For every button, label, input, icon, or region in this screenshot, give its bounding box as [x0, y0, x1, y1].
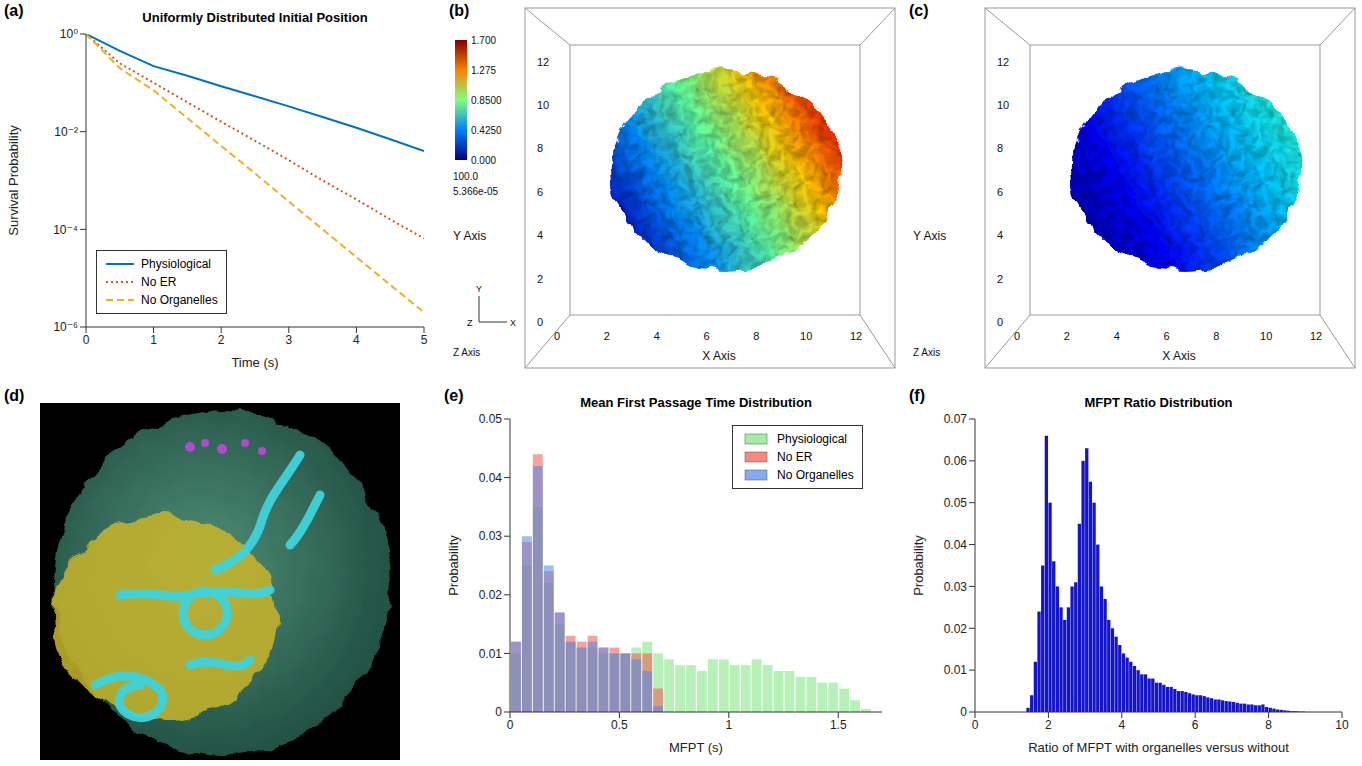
svg-text:8: 8: [537, 142, 543, 154]
svg-text:6: 6: [1163, 330, 1169, 342]
svg-text:1: 1: [150, 333, 157, 347]
svg-text:6: 6: [703, 330, 709, 342]
html-text:(c): (c): [909, 2, 929, 19]
svg-text:Z Axis: Z Axis: [453, 347, 480, 358]
svg-text:4: 4: [537, 229, 543, 241]
svg-text:Survival Probability: Survival Probability: [6, 125, 21, 236]
svg-text:5.366e-05: 5.366e-05: [453, 186, 498, 197]
svg-text:8: 8: [1213, 330, 1219, 342]
svg-text:0: 0: [495, 705, 502, 719]
svg-text:10: 10: [1260, 330, 1272, 342]
svg-text:10⁻⁴: 10⁻⁴: [53, 223, 78, 237]
svg-text:6: 6: [1192, 718, 1199, 732]
svg-text:0: 0: [554, 330, 560, 342]
svg-text:Z Axis: Z Axis: [913, 347, 940, 358]
svg-text:4: 4: [654, 330, 660, 342]
svg-text:2: 2: [1064, 330, 1070, 342]
html-text:No ER: No ER: [141, 275, 177, 289]
svg-text:Y Axis: Y Axis: [913, 229, 946, 243]
svg-text:2: 2: [537, 273, 543, 285]
svg-text:0: 0: [997, 316, 1003, 328]
html-text:(f): (f): [909, 387, 925, 404]
svg-text:12: 12: [1310, 330, 1322, 342]
html-text:Physiological: Physiological: [777, 432, 847, 446]
svg-text:4: 4: [1114, 330, 1120, 342]
svg-text:2: 2: [604, 330, 610, 342]
svg-text:0.8500: 0.8500: [471, 95, 502, 106]
svg-text:100.0: 100.0: [453, 171, 478, 182]
html-text:Mean First Passage Time Distri: Mean First Passage Time Distribution: [580, 395, 812, 410]
svg-text:1.5: 1.5: [830, 718, 847, 732]
svg-text:0: 0: [1014, 330, 1020, 342]
html-text:(b): (b): [449, 2, 470, 19]
svg-text:Y: Y: [476, 284, 482, 294]
svg-text:10⁻²: 10⁻²: [54, 125, 78, 139]
svg-text:0.06: 0.06: [944, 454, 968, 468]
svg-text:MFPT (s): MFPT (s): [669, 740, 723, 755]
svg-text:X: X: [510, 318, 516, 328]
svg-text:0.02: 0.02: [944, 622, 968, 636]
html-text:(d): (d): [4, 387, 25, 404]
svg-text:2: 2: [997, 273, 1003, 285]
html-text:Physiological: Physiological: [141, 257, 211, 271]
svg-text:X Axis: X Axis: [702, 349, 735, 363]
svg-text:10: 10: [537, 99, 549, 111]
svg-text:5: 5: [421, 333, 428, 347]
svg-text:0: 0: [507, 718, 514, 732]
svg-text:4: 4: [997, 229, 1003, 241]
svg-text:0.03: 0.03: [479, 529, 503, 543]
svg-text:Probability: Probability: [911, 535, 926, 596]
svg-text:8: 8: [753, 330, 759, 342]
svg-text:10⁻⁶: 10⁻⁶: [53, 320, 78, 334]
html-text:No ER: No ER: [777, 450, 813, 464]
svg-text:10: 10: [997, 99, 1009, 111]
svg-text:Y Axis: Y Axis: [453, 229, 486, 243]
html-text:(a): (a): [4, 2, 24, 19]
svg-text:0: 0: [83, 333, 90, 347]
svg-text:10: 10: [1335, 718, 1349, 732]
svg-text:0.04: 0.04: [479, 471, 503, 485]
svg-text:8: 8: [997, 142, 1003, 154]
svg-text:0.000: 0.000: [471, 155, 496, 166]
html-text:No Organelles: No Organelles: [141, 293, 218, 307]
svg-text:10⁰: 10⁰: [60, 27, 78, 41]
svg-text:2: 2: [218, 333, 225, 347]
svg-text:1: 1: [725, 718, 732, 732]
svg-text:X Axis: X Axis: [1162, 349, 1195, 363]
svg-text:0.01: 0.01: [944, 663, 968, 677]
svg-text:0.5: 0.5: [611, 718, 628, 732]
svg-text:4: 4: [353, 333, 360, 347]
svg-text:0.05: 0.05: [944, 496, 968, 510]
svg-text:3: 3: [285, 333, 292, 347]
svg-text:0.07: 0.07: [944, 412, 968, 426]
svg-text:Time (s): Time (s): [231, 355, 278, 370]
svg-text:0.4250: 0.4250: [471, 125, 502, 136]
html-text:MFPT Ratio Distribution: MFPT Ratio Distribution: [1084, 395, 1233, 410]
svg-text:0: 0: [960, 705, 967, 719]
svg-text:1.700: 1.700: [471, 35, 496, 46]
svg-text:Probability: Probability: [446, 535, 461, 596]
svg-text:Z: Z: [467, 318, 473, 328]
svg-text:0.02: 0.02: [479, 588, 503, 602]
svg-text:8: 8: [1265, 718, 1272, 732]
html-text:No Organelles: No Organelles: [777, 468, 854, 482]
svg-text:12: 12: [537, 56, 549, 68]
svg-text:10: 10: [800, 330, 812, 342]
svg-text:0.04: 0.04: [944, 538, 968, 552]
svg-text:0.05: 0.05: [479, 412, 503, 426]
svg-text:12: 12: [997, 56, 1009, 68]
svg-text:12: 12: [850, 330, 862, 342]
html-text:(e): (e): [444, 387, 464, 404]
svg-text:0.03: 0.03: [944, 580, 968, 594]
svg-text:0.01: 0.01: [479, 647, 503, 661]
svg-text:0: 0: [972, 718, 979, 732]
svg-text:Ratio of MFPT with organelles: Ratio of MFPT with organelles versus wit…: [1028, 740, 1289, 755]
svg-text:2: 2: [1045, 718, 1052, 732]
svg-text:6: 6: [537, 186, 543, 198]
html-text:Uniformly Distributed Initial: Uniformly Distributed Initial Position: [142, 10, 368, 25]
svg-text:4: 4: [1118, 718, 1125, 732]
svg-text:0: 0: [537, 316, 543, 328]
svg-text:1.275: 1.275: [471, 65, 496, 76]
svg-text:6: 6: [997, 186, 1003, 198]
